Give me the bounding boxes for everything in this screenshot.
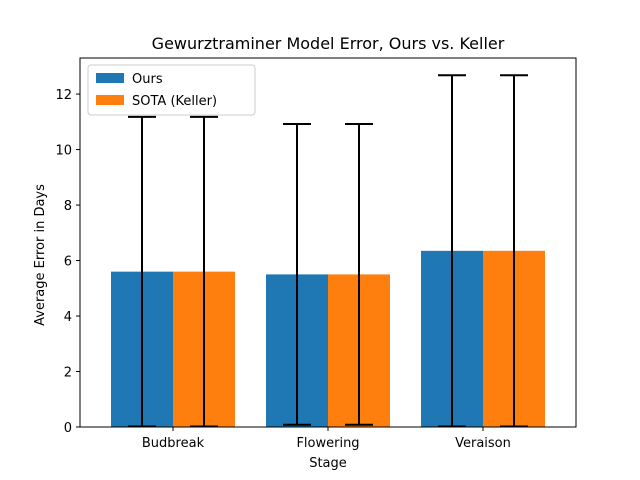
legend: Ours SOTA (Keller) bbox=[87, 64, 256, 116]
y-axis-label: Average Error in Days bbox=[33, 184, 48, 326]
y-tick-label-5: 10 bbox=[55, 144, 72, 159]
x-tick-label-1: Flowering bbox=[296, 436, 359, 451]
y-tick-label-6: 12 bbox=[55, 88, 72, 103]
y-tick-label-2: 4 bbox=[64, 310, 72, 325]
chart-title: Gewurztraminer Model Error, Ours vs. Kel… bbox=[152, 34, 505, 53]
legend-swatch-0 bbox=[96, 73, 124, 83]
y-tick-label-3: 6 bbox=[64, 255, 72, 270]
legend-box bbox=[87, 64, 256, 116]
legend-label-0: Ours bbox=[132, 72, 163, 87]
legend-swatch-1 bbox=[96, 95, 124, 105]
x-tick-label-0: Budbreak bbox=[142, 436, 205, 451]
y-tick-label-4: 8 bbox=[64, 199, 72, 214]
y-tick-label-0: 0 bbox=[64, 421, 72, 436]
x-tick-label-2: Veraison bbox=[455, 436, 511, 451]
legend-label-1: SOTA (Keller) bbox=[132, 94, 217, 109]
x-axis-label: Stage bbox=[309, 456, 347, 471]
plot-area: 0 2 4 6 8 10 12 Budbreak Flowering Veraison bbox=[55, 57, 577, 451]
y-tick-label-1: 2 bbox=[64, 366, 72, 381]
